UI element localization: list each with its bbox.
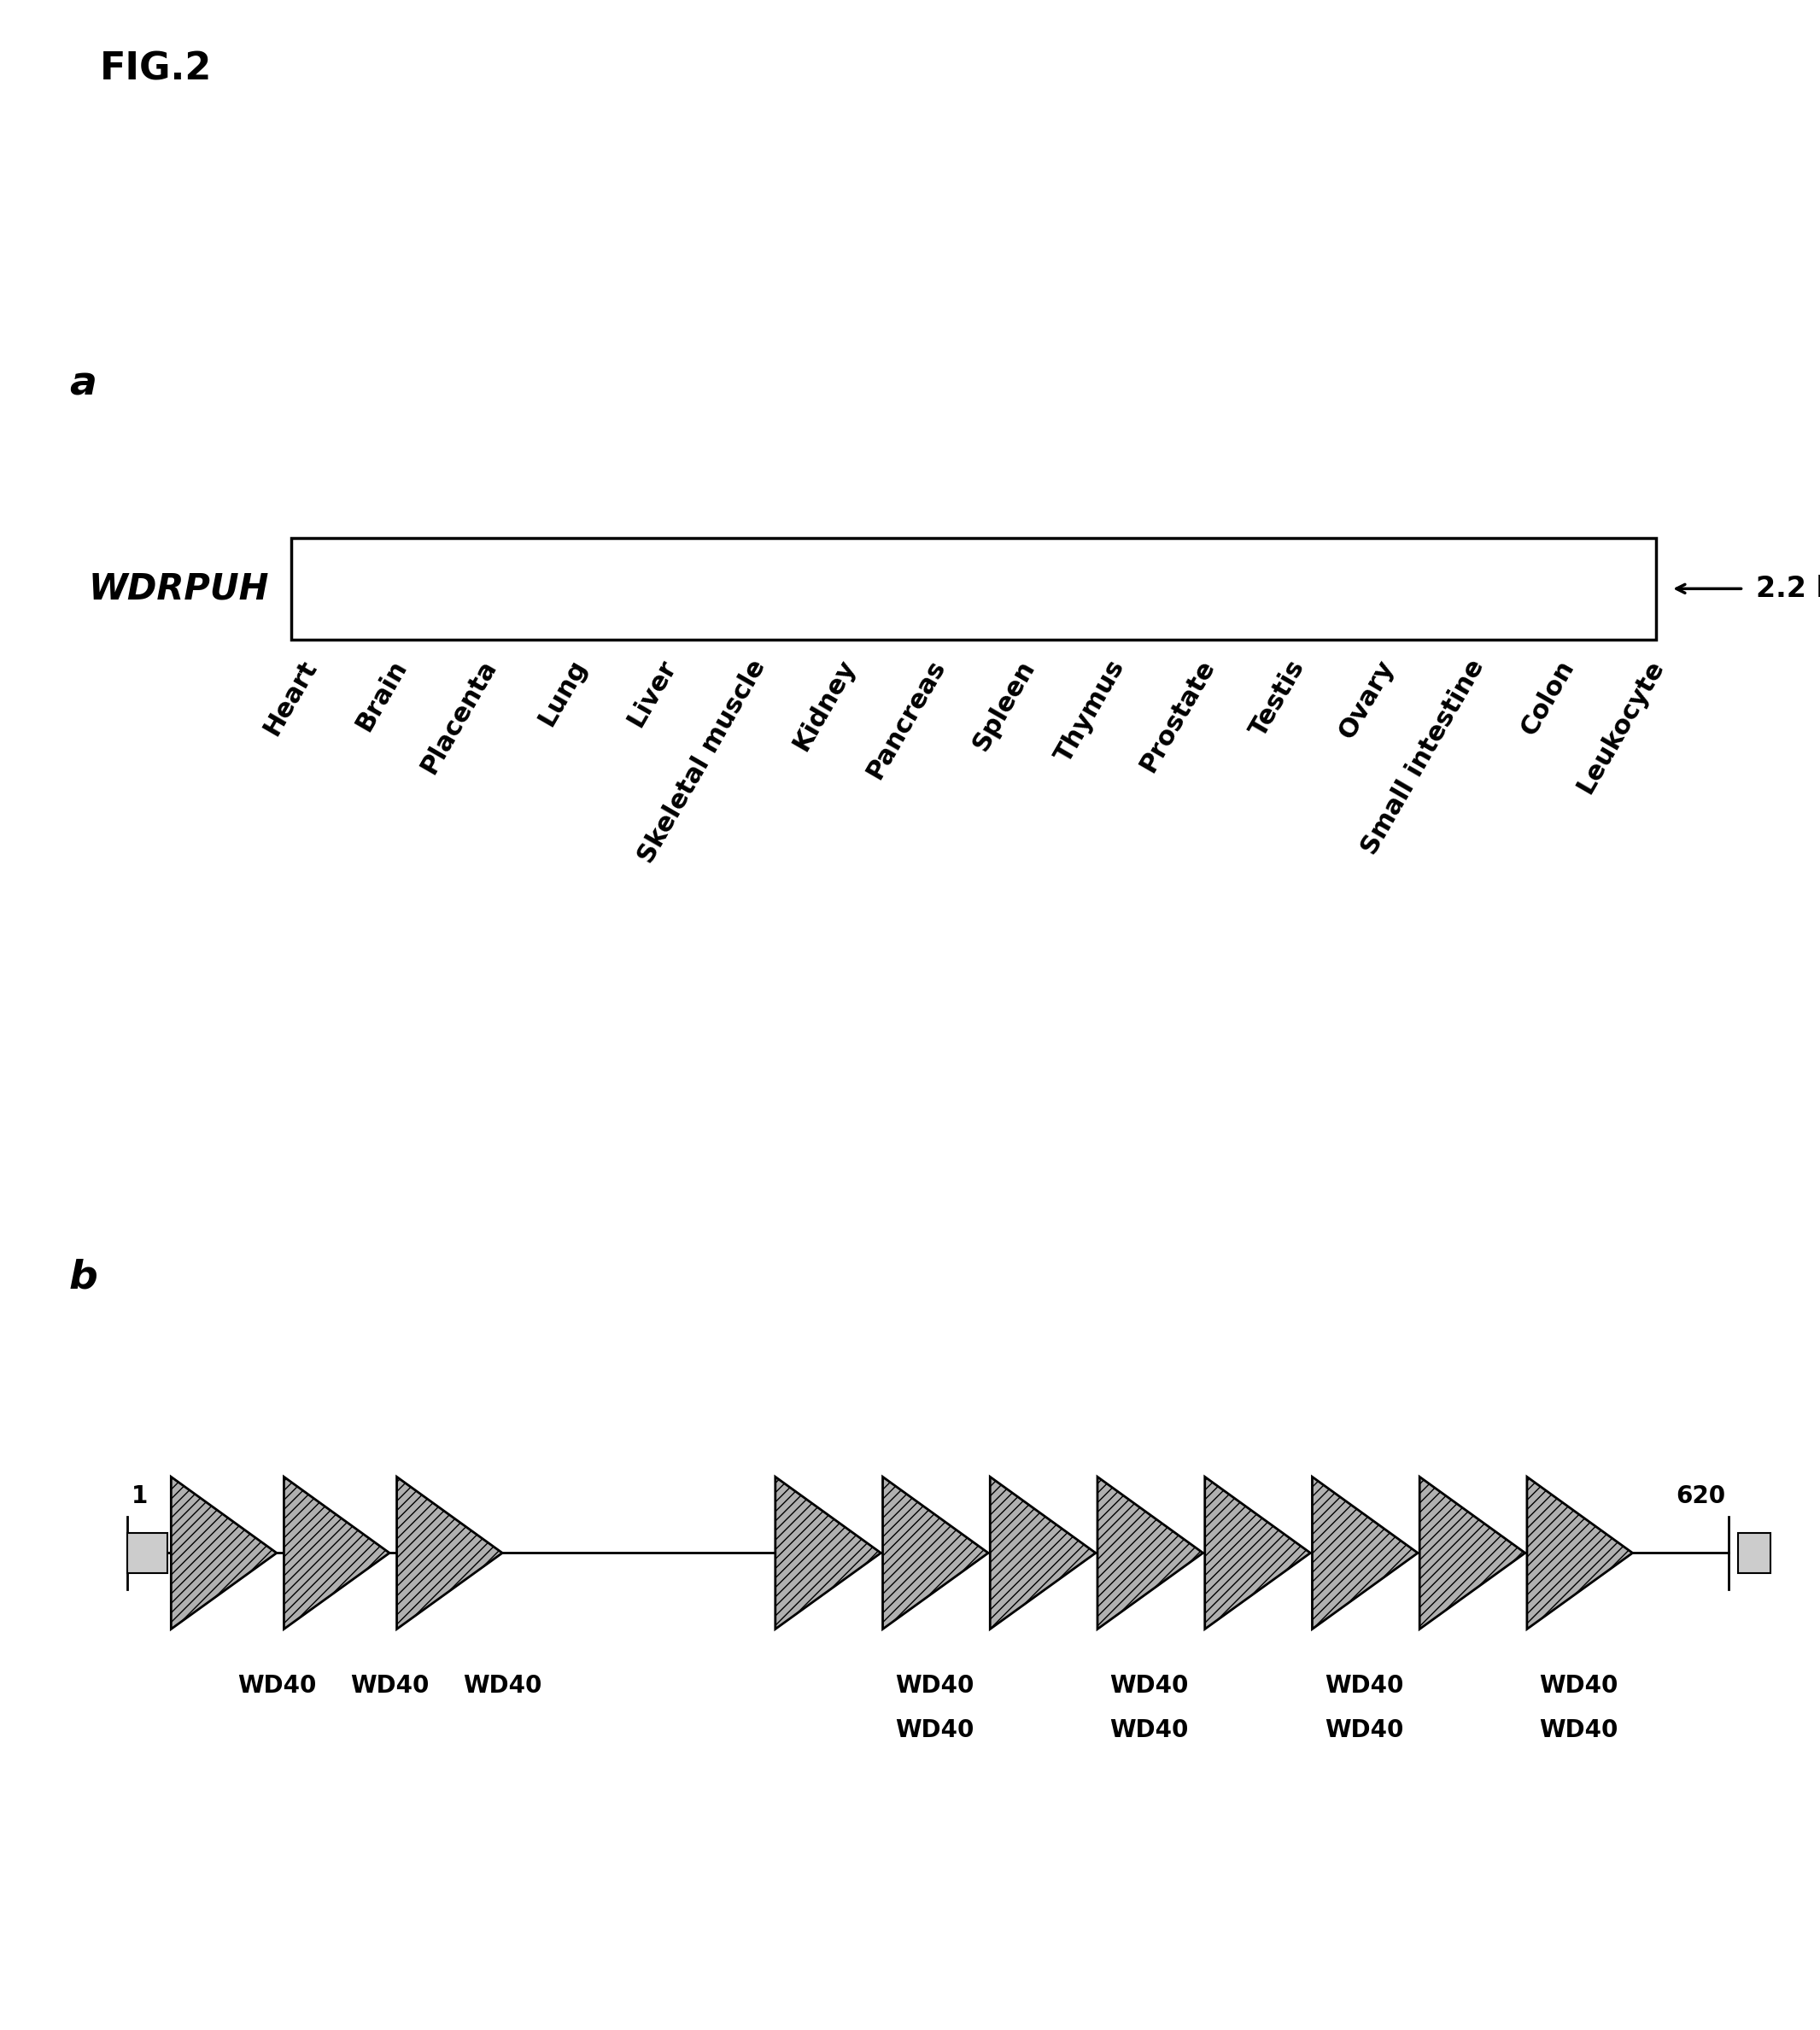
Text: Leukocyte: Leukocyte xyxy=(1572,656,1669,798)
Text: Ovary: Ovary xyxy=(1334,656,1400,743)
Text: Heart: Heart xyxy=(258,656,322,739)
Polygon shape xyxy=(1097,1478,1203,1628)
Bar xyxy=(291,538,1656,639)
Polygon shape xyxy=(284,1478,389,1628)
Text: WD40: WD40 xyxy=(1110,1673,1188,1697)
Text: Testis: Testis xyxy=(1245,656,1309,741)
Text: b: b xyxy=(69,1259,98,1297)
Polygon shape xyxy=(775,1478,881,1628)
Text: WD40: WD40 xyxy=(1325,1673,1403,1697)
Polygon shape xyxy=(1312,1478,1418,1628)
Polygon shape xyxy=(1205,1478,1310,1628)
Text: Prostate: Prostate xyxy=(1136,656,1219,777)
Text: Skeletal muscle: Skeletal muscle xyxy=(633,656,770,869)
Text: WD40: WD40 xyxy=(1325,1717,1403,1742)
Text: WD40: WD40 xyxy=(1540,1673,1618,1697)
Polygon shape xyxy=(1420,1478,1525,1628)
Text: Small intestine: Small intestine xyxy=(1358,656,1489,859)
Text: WD40: WD40 xyxy=(895,1673,974,1697)
Polygon shape xyxy=(397,1478,502,1628)
Text: WD40: WD40 xyxy=(895,1717,974,1742)
Polygon shape xyxy=(883,1478,988,1628)
Bar xyxy=(1738,1533,1771,1573)
Text: Colon: Colon xyxy=(1516,656,1578,739)
Text: 620: 620 xyxy=(1676,1484,1725,1508)
Text: a: a xyxy=(69,365,96,404)
Text: WD40: WD40 xyxy=(237,1673,317,1697)
Text: Pancreas: Pancreas xyxy=(863,656,950,784)
Polygon shape xyxy=(990,1478,1096,1628)
Text: WDRPUH: WDRPUH xyxy=(89,570,269,607)
Text: Liver: Liver xyxy=(622,656,681,731)
Text: FIG.2: FIG.2 xyxy=(100,51,213,87)
Bar xyxy=(127,1533,167,1573)
Text: Thymus: Thymus xyxy=(1052,656,1130,767)
Text: 1: 1 xyxy=(131,1484,147,1508)
Text: WD40: WD40 xyxy=(462,1673,542,1697)
Text: Kidney: Kidney xyxy=(788,656,861,755)
Text: Spleen: Spleen xyxy=(968,656,1039,755)
Text: Lung: Lung xyxy=(533,656,592,731)
Polygon shape xyxy=(171,1478,277,1628)
Text: 2.2 kb: 2.2 kb xyxy=(1756,574,1820,603)
Text: Placenta: Placenta xyxy=(417,656,501,777)
Text: WD40: WD40 xyxy=(349,1673,430,1697)
Text: WD40: WD40 xyxy=(1110,1717,1188,1742)
Text: Brain: Brain xyxy=(351,656,411,735)
Polygon shape xyxy=(1527,1478,1633,1628)
Text: WD40: WD40 xyxy=(1540,1717,1618,1742)
